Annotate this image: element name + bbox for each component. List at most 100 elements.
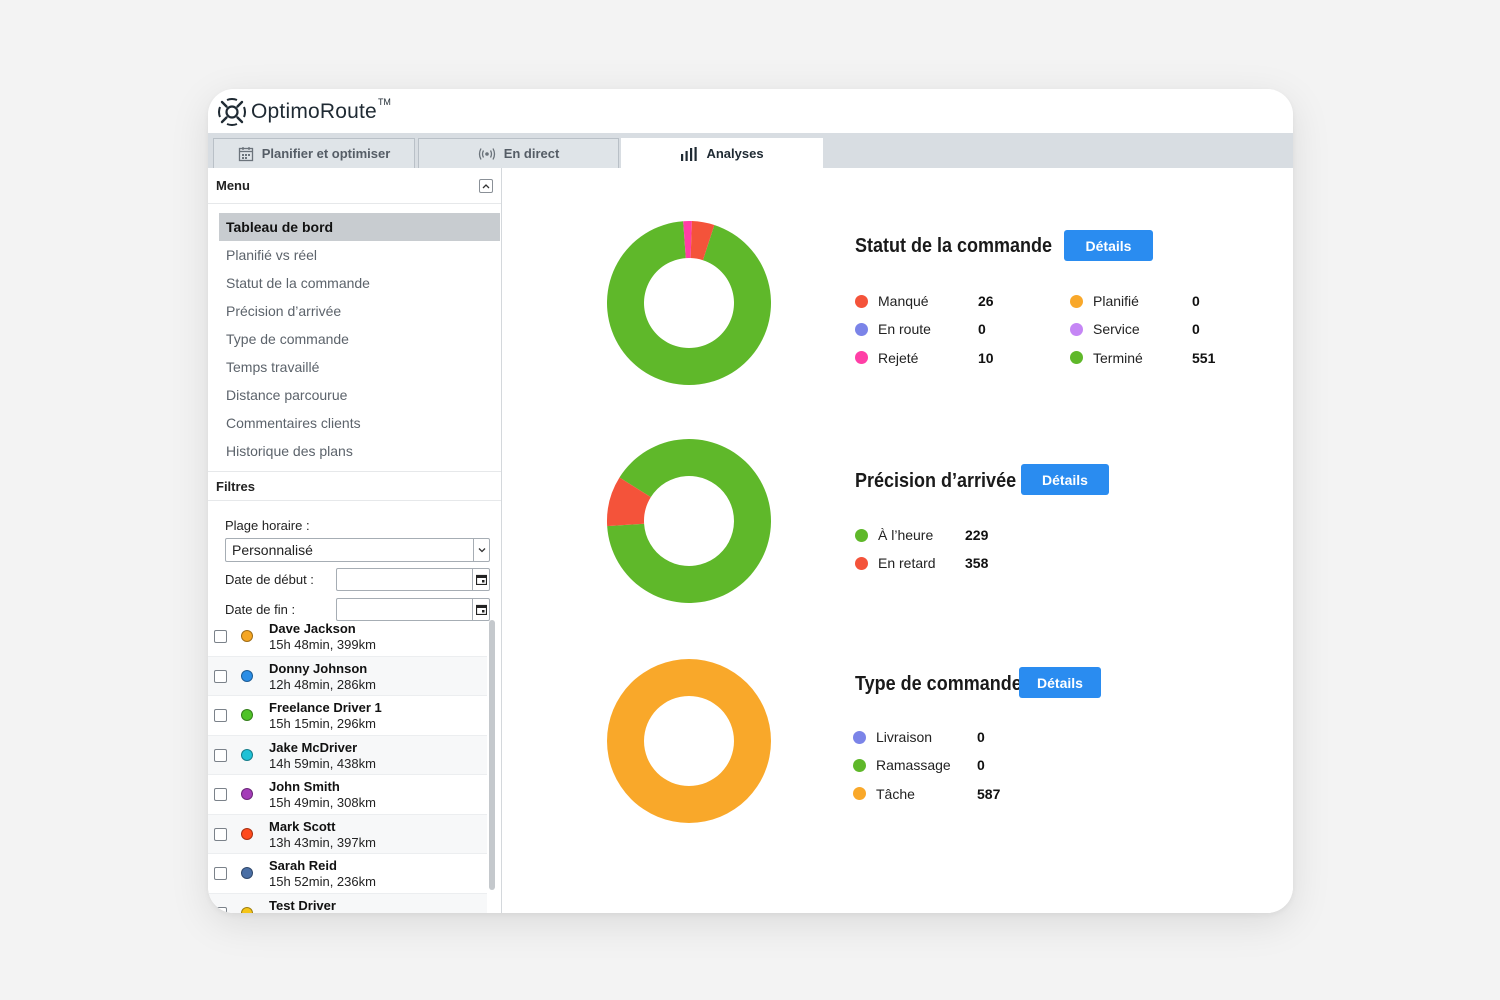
driver-checkbox[interactable] (214, 630, 227, 643)
legend-item: Planifié (1070, 293, 1139, 309)
legend-value: 10 (978, 349, 994, 366)
donut-slice--l-heure[interactable] (607, 439, 771, 603)
order-status-donut-chart (607, 221, 771, 385)
driver-row[interactable]: Donny Johnson 12h 48min, 286km (208, 656, 487, 696)
menu-item-commentaires-clients[interactable]: Commentaires clients (226, 415, 361, 431)
donut-slice-termin-[interactable] (607, 221, 771, 385)
driver-row[interactable]: Jake McDriver 14h 59min, 438km (208, 735, 487, 775)
menu-list: Tableau de bord Planifié vs réel Statut … (208, 204, 501, 465)
legend-dot (855, 322, 868, 336)
menu-header: Menu (208, 168, 501, 204)
driver-checkbox[interactable] (214, 709, 227, 722)
menu-item-statut-commande[interactable]: Statut de la commande (226, 275, 370, 291)
bar-chart-icon (681, 146, 698, 161)
driver-checkbox[interactable] (214, 669, 227, 683)
end-date-input[interactable] (336, 598, 490, 621)
collapse-menu-button[interactable] (479, 178, 493, 193)
legend-dot (1070, 294, 1083, 308)
filters-header: Filtres (208, 471, 501, 501)
chevron-down-icon[interactable] (473, 539, 489, 561)
driver-checkbox[interactable] (214, 827, 227, 841)
legend-dot (1070, 351, 1083, 365)
legend-item: Rejeté (855, 350, 918, 366)
order-status-title: Statut de la commande (855, 235, 1053, 257)
driver-checkbox[interactable] (214, 788, 227, 801)
legend-value: 229 (965, 527, 989, 543)
legend-label: À l’heure (878, 527, 934, 543)
legend-item: Ramassage (853, 757, 951, 773)
menu-item-planifie-vs-reel[interactable]: Planifié vs réel (226, 247, 318, 263)
driver-name: Test Driver (269, 897, 336, 913)
driver-name: Dave Jackson (269, 621, 356, 636)
driver-list: Dave Jackson 15h 48min, 399km Donny Johnso… (208, 617, 487, 913)
arrival-precision-donut-chart (607, 439, 771, 603)
legend-label: Service (1093, 321, 1140, 338)
driver-row[interactable]: Mark Scott 13h 43min, 397km (208, 814, 487, 854)
menu-item-tableau-de-bord[interactable]: Tableau de bord (219, 213, 500, 241)
legend-label: Terminé (1093, 349, 1143, 366)
legend-dot (853, 730, 866, 744)
driver-color-dot (241, 906, 253, 913)
driver-checkbox[interactable] (214, 867, 227, 880)
start-date-input[interactable] (336, 568, 490, 591)
driver-row[interactable]: Sarah Reid 15h 52min, 236km (208, 854, 487, 894)
menu-item-type-commande[interactable]: Type de commande (226, 331, 349, 347)
arrival-precision-details-button[interactable]: Détails (1021, 464, 1109, 495)
legend-item: Manqué (855, 293, 929, 309)
start-date-label: Date de début : (225, 572, 314, 587)
driver-color-dot (241, 630, 253, 642)
donut-slice-manqu-[interactable] (690, 221, 715, 261)
legend-item: Livraison (853, 729, 932, 745)
driver-row[interactable]: Freelance Driver 1 15h 15min, 296km (208, 696, 487, 736)
legend-value: 0 (978, 321, 986, 338)
driver-row[interactable]: Test Driver (208, 893, 487, 913)
legend-value: 26 (978, 293, 994, 309)
tab-en-direct[interactable]: En direct (418, 138, 619, 168)
menu-item-distance-parcourue[interactable]: Distance parcourue (226, 387, 348, 403)
sidebar: Menu Tableau de bord Planifié vs réel St… (208, 168, 502, 913)
driver-list-scrollbar[interactable] (489, 620, 495, 890)
legend-value: 0 (977, 757, 985, 774)
calendar-picker-icon[interactable] (472, 599, 489, 620)
calendar-picker-icon[interactable] (472, 569, 489, 590)
driver-stats: 15h 52min, 236km (269, 874, 376, 889)
optimoroute-logo-icon (218, 98, 246, 126)
donut-slice-t-che[interactable] (607, 659, 771, 823)
time-range-value: Personnalisé (232, 542, 313, 558)
driver-checkbox[interactable] (214, 748, 227, 762)
order-type-details-button[interactable]: Détails (1019, 667, 1101, 698)
driver-row[interactable]: Dave Jackson 15h 48min, 399km (208, 617, 487, 657)
legend-dot (855, 556, 868, 570)
menu-item-temps-travaille[interactable]: Temps travaillé (226, 359, 320, 375)
legend-label: Tâche (876, 785, 915, 802)
legend-item: Service (1070, 321, 1140, 337)
brand-logo[interactable]: OptimoRoute TM (218, 97, 391, 126)
brand-name: OptimoRoute (251, 100, 377, 123)
order-status-details-button[interactable]: Détails (1064, 230, 1153, 261)
driver-stats: 15h 48min, 399km (269, 637, 376, 652)
legend-label: Rejeté (878, 349, 919, 366)
legend-label: Livraison (876, 729, 933, 745)
legend-label: Ramassage (876, 757, 951, 774)
driver-name: Mark Scott (269, 818, 336, 834)
order-type-donut-chart (607, 659, 771, 823)
driver-row[interactable]: John Smith 15h 49min, 308km (208, 775, 487, 815)
legend-dot (855, 294, 868, 308)
legend-value: 358 (965, 555, 989, 572)
tab-analyses[interactable]: Analyses (621, 138, 823, 168)
legend-item: À l’heure (855, 527, 933, 543)
donut-slice-en-retard[interactable] (607, 477, 651, 527)
driver-stats: 12h 48min, 286km (269, 676, 376, 692)
donut-slice-rejet-[interactable] (683, 221, 692, 259)
legend-item: En route (855, 321, 931, 337)
legend-value: 0 (1192, 321, 1200, 338)
dashboard-main: Statut de la commande Détails Manqué 26 En… (503, 168, 1293, 913)
legend-item: En retard (855, 555, 936, 571)
tab-planifier[interactable]: Planifier et optimiser (213, 138, 415, 168)
driver-name: Freelance Driver 1 (269, 700, 382, 715)
time-range-select[interactable]: Personnalisé (225, 538, 490, 562)
legend-dot (853, 758, 866, 772)
menu-item-precision-arrivee[interactable]: Précision d’arrivée (226, 303, 342, 319)
menu-item-historique-plans[interactable]: Historique des plans (226, 443, 353, 459)
driver-checkbox[interactable] (214, 906, 227, 913)
